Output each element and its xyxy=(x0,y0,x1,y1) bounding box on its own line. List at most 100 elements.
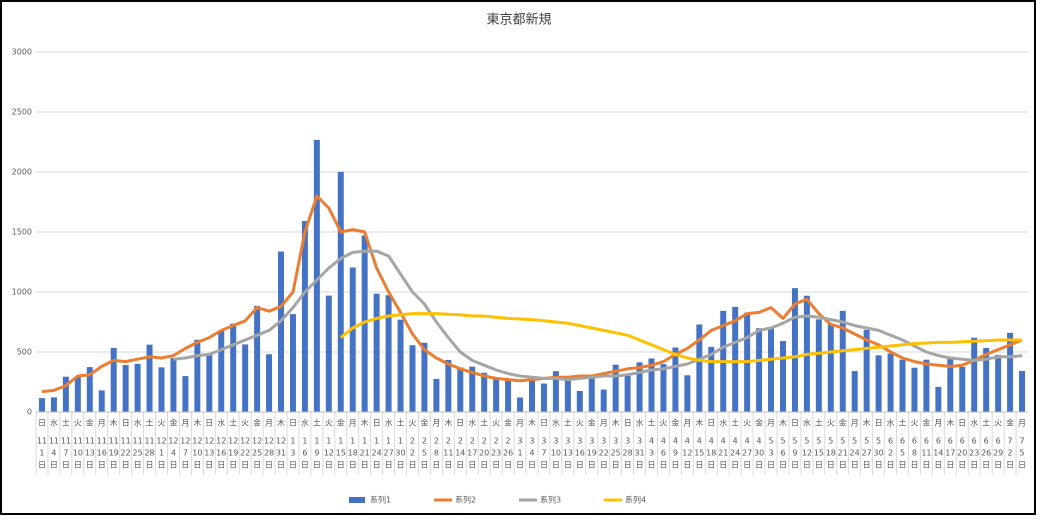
x-tick-weekday: 火 xyxy=(994,419,1002,428)
x-tick-day: 30 xyxy=(395,449,405,458)
x-tick-suffix: 日 xyxy=(289,461,297,470)
bar xyxy=(230,323,237,412)
x-tick-day: 2 xyxy=(410,449,415,458)
x-tick-weekday: 月 xyxy=(600,419,608,428)
x-tick-suffix: 日 xyxy=(301,461,309,470)
x-tick-suffix: 日 xyxy=(851,461,859,470)
x-tick-suffix: 日 xyxy=(1018,461,1026,470)
x-tick-day: 28 xyxy=(144,449,154,458)
x-tick-month: 12 xyxy=(240,437,250,446)
x-tick-month: 5 xyxy=(828,437,833,446)
x-tick-suffix: 日 xyxy=(707,461,715,470)
x-tick-suffix: 日 xyxy=(229,461,237,470)
x-tick-day: 6 xyxy=(780,449,785,458)
x-tick-month: 12 xyxy=(216,437,226,446)
x-tick-weekday: 火 xyxy=(74,419,82,428)
bar xyxy=(564,377,571,412)
x-tick-day: 28 xyxy=(264,449,274,458)
bar xyxy=(373,293,380,412)
x-tick-suffix: 日 xyxy=(624,461,632,470)
x-tick-suffix: 日 xyxy=(982,461,990,470)
x-tick-month: 6 xyxy=(924,437,929,446)
bar xyxy=(684,375,691,412)
x-tick-month: 5 xyxy=(768,437,773,446)
x-tick-month: 11 xyxy=(37,437,47,446)
x-tick-day: 13 xyxy=(563,449,573,458)
x-tick-suffix: 日 xyxy=(134,461,142,470)
bar xyxy=(588,375,595,412)
x-tick-weekday: 金 xyxy=(337,418,345,428)
x-tick-suffix: 日 xyxy=(910,461,918,470)
x-tick-weekday: 土 xyxy=(480,418,488,428)
x-tick-day: 24 xyxy=(730,449,740,458)
x-tick-suffix: 日 xyxy=(1006,461,1014,470)
x-tick-suffix: 日 xyxy=(552,461,560,470)
x-tick-suffix: 日 xyxy=(636,461,644,470)
x-tick-day: 15 xyxy=(694,449,704,458)
x-tick-month: 4 xyxy=(721,437,726,446)
bar xyxy=(576,391,583,412)
x-tick-suffix: 日 xyxy=(875,461,883,470)
x-tick-month: 1 xyxy=(398,437,403,446)
x-tick-suffix: 日 xyxy=(576,461,584,470)
x-tick-day: 31 xyxy=(634,449,644,458)
x-tick-month: 4 xyxy=(709,437,714,446)
x-tick-weekday: 火 xyxy=(408,419,416,428)
x-tick-day: 15 xyxy=(336,449,346,458)
x-tick-weekday: 水 xyxy=(803,418,811,428)
x-tick-month: 1 xyxy=(314,437,319,446)
bar xyxy=(313,139,320,412)
bar xyxy=(959,366,966,412)
x-tick-month: 11 xyxy=(61,437,71,446)
x-tick-suffix: 日 xyxy=(695,461,703,470)
x-tick-day: 1 xyxy=(518,449,523,458)
x-tick-weekday: 水 xyxy=(719,418,727,428)
x-tick-month: 3 xyxy=(529,437,534,446)
x-tick-month: 2 xyxy=(482,437,487,446)
x-tick-weekday: 水 xyxy=(970,418,978,428)
x-tick-day: 30 xyxy=(874,449,884,458)
y-tick-label: 2000 xyxy=(12,168,32,177)
x-tick-day: 18 xyxy=(706,449,716,458)
x-tick-day: 6 xyxy=(302,449,307,458)
x-tick-weekday: 水 xyxy=(217,418,225,428)
x-tick-suffix: 日 xyxy=(361,461,369,470)
x-tick-month: 11 xyxy=(85,437,95,446)
x-tick-day: 26 xyxy=(981,449,991,458)
x-tick-suffix: 日 xyxy=(863,461,871,470)
x-tick-weekday: 土 xyxy=(564,418,572,428)
x-tick-weekday: 月 xyxy=(349,419,357,428)
bar xyxy=(206,354,213,412)
x-tick-weekday: 月 xyxy=(767,419,775,428)
bar xyxy=(947,357,954,412)
bar xyxy=(182,376,189,412)
bar xyxy=(361,235,368,412)
bar xyxy=(397,319,404,412)
x-tick-month: 12 xyxy=(180,437,190,446)
x-tick-month: 2 xyxy=(446,437,451,446)
x-tick-weekday: 日 xyxy=(624,419,632,428)
x-tick-weekday: 月 xyxy=(851,419,859,428)
x-tick-suffix: 日 xyxy=(456,461,464,470)
x-tick-suffix: 日 xyxy=(899,461,907,470)
bar xyxy=(768,327,775,412)
x-tick-suffix: 日 xyxy=(743,461,751,470)
x-tick-weekday: 金 xyxy=(1006,418,1014,428)
x-tick-month: 3 xyxy=(625,437,630,446)
x-tick-weekday: 火 xyxy=(325,419,333,428)
x-tick-day: 13 xyxy=(204,449,214,458)
x-tick-day: 24 xyxy=(372,449,382,458)
bar xyxy=(457,367,464,412)
x-tick-suffix: 日 xyxy=(122,461,130,470)
x-tick-weekday: 木 xyxy=(695,418,703,428)
x-tick-day: 10 xyxy=(192,449,202,458)
x-tick-suffix: 日 xyxy=(815,461,823,470)
bar xyxy=(1007,332,1014,412)
x-tick-day: 3 xyxy=(290,449,295,458)
bar xyxy=(134,363,141,412)
bar xyxy=(481,372,488,412)
bar xyxy=(815,319,822,412)
bar xyxy=(242,344,249,412)
bar xyxy=(254,305,261,412)
x-tick-day: 10 xyxy=(551,449,561,458)
